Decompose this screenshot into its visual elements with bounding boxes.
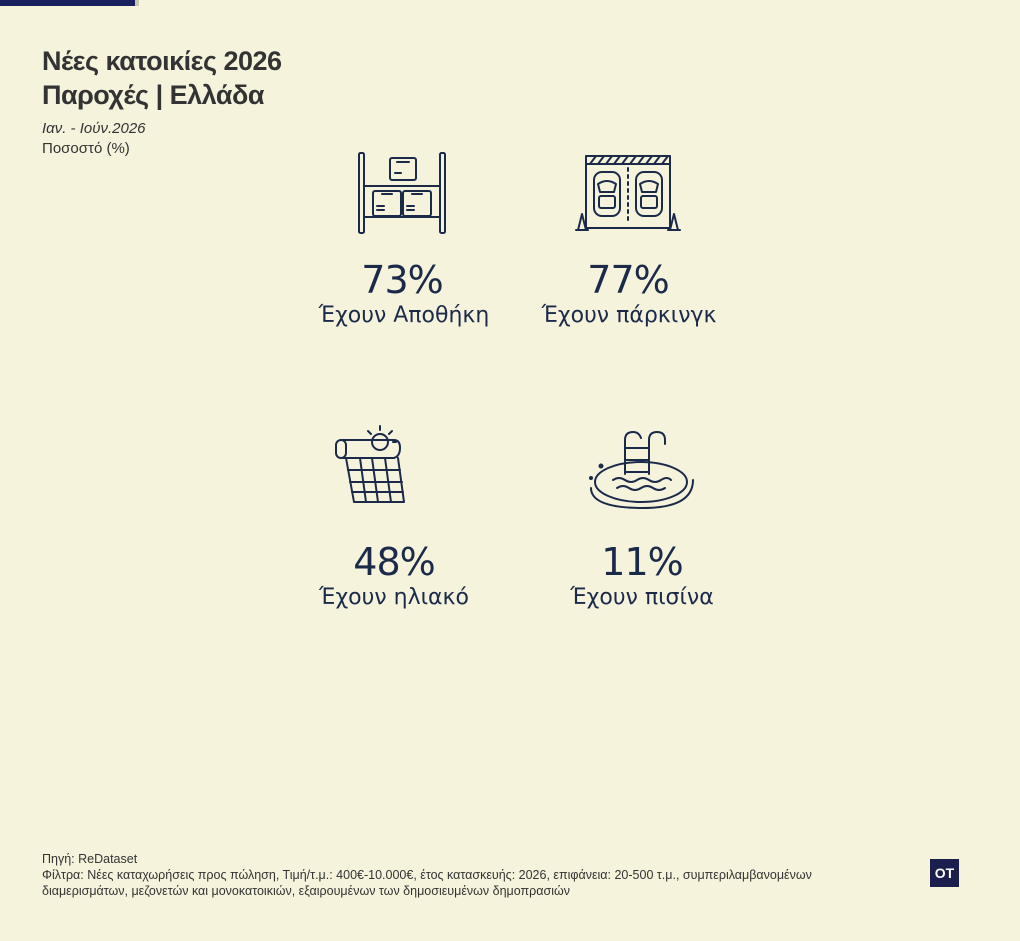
title-line-1: Νέες κατοικίες 2026 [42, 46, 282, 76]
stat-parking: 77% Έχουν πάρκινγκ [508, 150, 748, 330]
top-accent-bar-edge [135, 0, 139, 6]
footer-notes: Πηγή: ReDataset Φίλτρα: Νέες καταχωρήσει… [42, 851, 842, 899]
stat-value: 11% [601, 540, 683, 584]
page-title: Νέες κατοικίες 2026 Παροχές | Ελλάδα [42, 44, 282, 112]
pool-icon [589, 431, 694, 509]
stat-pool: 11% Έχουν πισίνα [522, 430, 762, 612]
stat-storage: 73% Έχουν Αποθήκη [282, 150, 522, 330]
stat-label: Έχουν ηλιακό [319, 585, 469, 610]
top-accent-bar [0, 0, 135, 6]
stat-label: Έχουν πάρκινγκ [541, 303, 717, 328]
title-line-2: Παροχές | Ελλάδα [42, 80, 264, 110]
brand-logo: OT [930, 859, 959, 887]
storage-shelf-icon [358, 152, 446, 234]
period-label: Ιαν. - Ιούν.2026 [42, 120, 146, 137]
stat-value: 77% [587, 258, 669, 302]
stat-value: 48% [353, 540, 435, 584]
stat-label: Έχουν πισίνα [570, 585, 714, 610]
stat-label: Έχουν Αποθήκη [318, 303, 490, 328]
parking-icon [575, 155, 681, 231]
solar-panel-icon [335, 425, 405, 503]
source-note: Πηγή: ReDataset [42, 852, 138, 866]
unit-label: Ποσοστό (%) [42, 140, 130, 157]
stat-solar: 48% Έχουν ηλιακό [274, 424, 514, 612]
stat-value: 73% [361, 258, 443, 302]
filters-note: Φίλτρα: Νέες καταχωρήσεις προς πώληση, Τ… [42, 868, 812, 898]
